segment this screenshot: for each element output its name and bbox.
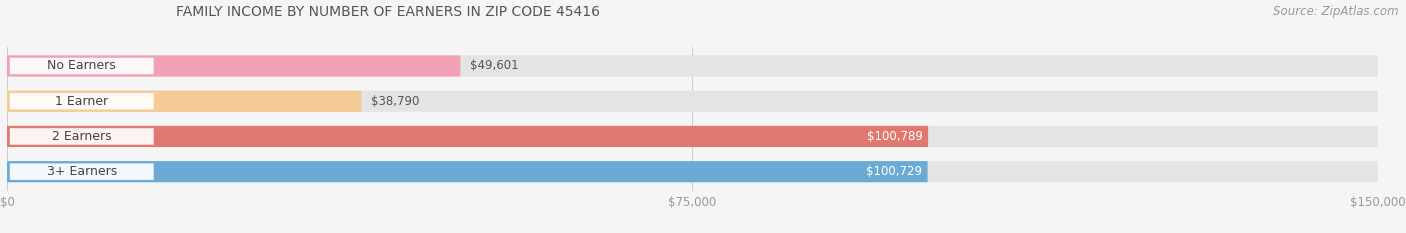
FancyBboxPatch shape [7, 91, 1378, 112]
Text: $100,789: $100,789 [866, 130, 922, 143]
FancyBboxPatch shape [7, 161, 928, 182]
FancyBboxPatch shape [10, 163, 153, 180]
FancyBboxPatch shape [7, 161, 1378, 182]
Text: $100,729: $100,729 [866, 165, 922, 178]
FancyBboxPatch shape [7, 126, 1378, 147]
FancyBboxPatch shape [7, 55, 1378, 77]
Text: FAMILY INCOME BY NUMBER OF EARNERS IN ZIP CODE 45416: FAMILY INCOME BY NUMBER OF EARNERS IN ZI… [176, 5, 600, 19]
Text: Source: ZipAtlas.com: Source: ZipAtlas.com [1274, 5, 1399, 18]
FancyBboxPatch shape [7, 91, 361, 112]
FancyBboxPatch shape [10, 128, 153, 145]
Text: $49,601: $49,601 [470, 59, 519, 72]
FancyBboxPatch shape [7, 55, 460, 77]
Text: 1 Earner: 1 Earner [55, 95, 108, 108]
Text: No Earners: No Earners [48, 59, 117, 72]
Text: 3+ Earners: 3+ Earners [46, 165, 117, 178]
FancyBboxPatch shape [10, 93, 153, 110]
Text: $38,790: $38,790 [371, 95, 419, 108]
Text: 2 Earners: 2 Earners [52, 130, 111, 143]
FancyBboxPatch shape [7, 126, 928, 147]
FancyBboxPatch shape [10, 58, 153, 74]
